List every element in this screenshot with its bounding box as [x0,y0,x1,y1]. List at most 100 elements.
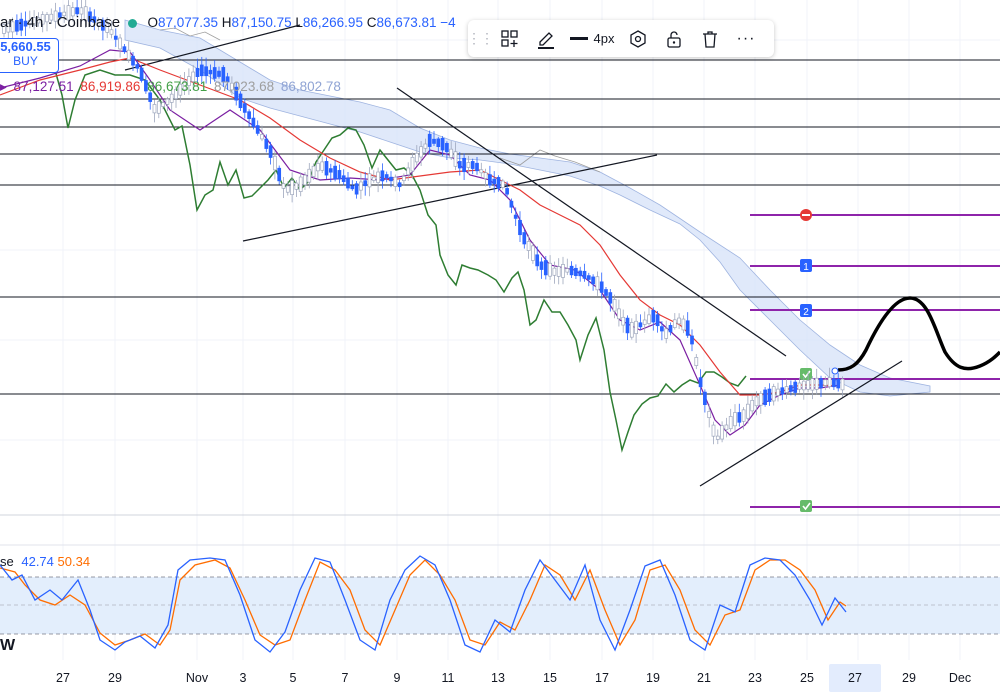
candle-body [75,7,79,15]
candle-body [58,12,62,18]
symbol-label[interactable]: ar [0,14,14,31]
x-tick: 29 [902,671,916,685]
candle-body [255,125,260,134]
candle-body [526,241,531,251]
candle-body [591,276,595,285]
candle-body [604,289,608,296]
candle-body [672,319,677,328]
stoch-k-value: 42.74 [21,554,54,569]
candle-body [169,93,174,103]
target-1-marker[interactable]: 1 [800,259,812,273]
candle-body [801,380,806,391]
candle-body [27,19,32,26]
candle-body [83,6,88,22]
candle-body [70,7,75,17]
candle-body [488,174,492,186]
line-width-button[interactable]: 4px [564,20,620,57]
candle-body [62,11,67,17]
candle-body [234,86,239,101]
candle-body [660,326,664,332]
more-icon[interactable]: ··· [736,29,756,47]
candle-body [113,35,118,40]
ichimoku-value-lagging: 86,673.81 [147,79,208,94]
candle-body [191,71,196,82]
candle-body [268,145,273,158]
candle-body [470,161,475,169]
stoch-label[interactable]: se [0,554,14,569]
candle-body [92,16,97,23]
candle-body [690,335,694,345]
candle-body [612,299,617,312]
candle-body [337,170,342,180]
candle-body [2,24,6,34]
buy-button[interactable]: 5,660.55 BUY [0,38,59,73]
candle-body [53,10,58,22]
x-tick: 9 [393,671,401,685]
candle-body [599,281,604,293]
legend-arrow-icon[interactable]: ▸ [0,79,7,94]
candle-body [548,262,552,277]
interval-label[interactable]: 4h [26,14,44,31]
trade-levels [750,214,1000,508]
add-to-layout-icon[interactable] [492,20,528,57]
exchange-label: Coinbase [56,14,121,31]
forecast-projection-path[interactable] [837,296,1000,372]
candle-body [810,378,815,391]
candle-body [552,267,557,276]
x-tick: 29 [108,671,122,685]
pane-label: W [0,637,16,654]
x-tick: Nov [185,671,209,685]
candle-body [453,151,458,167]
candle-body [741,409,746,422]
target-2-marker[interactable]: 2 [800,304,812,318]
candle-body [126,49,131,61]
candle-body [324,161,329,176]
candle-body [230,82,234,91]
candle-body [96,18,101,26]
candle-body [763,389,767,405]
line-width-label: 4px [593,31,615,46]
candle-body [771,386,776,402]
candle-body [539,261,544,270]
x-tick: 19 [646,671,660,685]
candle-body [750,400,755,412]
target-check-marker[interactable] [800,500,812,512]
candle-body [371,176,376,181]
ichimoku-cloud [124,19,931,397]
candle-body [685,320,690,336]
candle-body [346,177,350,189]
candle-body [806,380,810,390]
candle-body [178,83,183,96]
candle-body [135,64,140,69]
candle-body [161,102,165,107]
close-value: 86,673.81 [376,15,437,30]
stoch-band [0,577,1000,634]
candle-body [36,17,41,24]
candle-body [264,138,269,149]
drag-grip-icon[interactable]: ⋮⋮ [467,30,494,46]
entry-check-marker[interactable] [800,368,812,380]
lock-icon[interactable] [656,20,692,57]
settings-icon[interactable] [620,20,656,57]
candle-body [66,5,71,21]
delete-icon[interactable] [692,20,728,57]
time-axis[interactable]: 27 29 Nov 3 5 7 9 11 13 15 17 19 21 23 2… [0,660,1000,700]
pencil-icon[interactable] [528,20,564,57]
candle-body [49,13,54,21]
candle-body [316,162,320,172]
high-value: 87,150.75 [231,15,292,30]
candle-body [621,316,626,326]
stop-marker[interactable] [800,209,812,221]
candle-body [294,182,299,190]
candle-body [10,21,15,33]
forecast-anchor[interactable] [831,367,839,375]
candle-body [376,171,380,183]
candle-body [500,180,505,188]
candlesticks [2,0,845,445]
candle-body [303,174,307,186]
candle-body [195,68,200,77]
candle-body [32,17,36,26]
candle-body [758,393,763,406]
time-axis-highlight [829,664,881,692]
